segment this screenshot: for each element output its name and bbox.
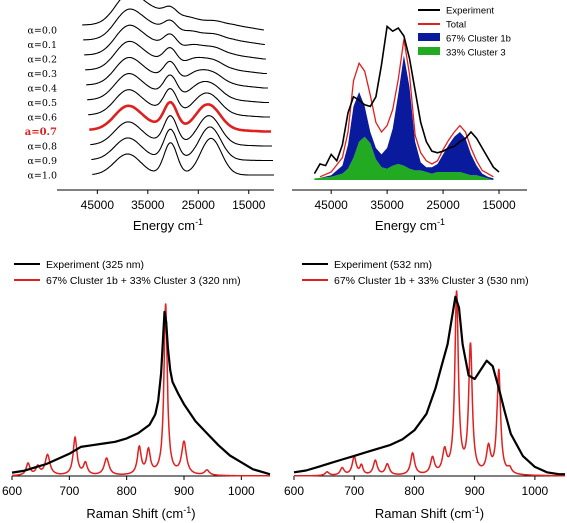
stacked-alpha-panel: 45000 35000 25000 15000 Energy cm-1 α=0.0 α=0.…: [25, 0, 274, 233]
legend-label: Experiment: [446, 6, 494, 17]
x-axis-label-text: Energy cm: [375, 218, 437, 233]
alpha-label: α=0.3: [28, 69, 57, 80]
alpha-curve: [87, 73, 269, 104]
alpha-curve: [85, 40, 267, 75]
absorption-panel: 45000 35000 25000 15000 Energy cm-1 Experimen…: [292, 6, 527, 233]
x-tick-label: 900: [174, 484, 194, 498]
alpha-label: α=0.4: [28, 84, 57, 95]
alpha-label: α=0.8: [28, 142, 57, 153]
legend-label: Experiment (325 nm): [46, 259, 144, 271]
experiment-spectrum: [293, 295, 565, 476]
alpha-curve: [91, 126, 273, 162]
x-tick-label: 800: [117, 484, 137, 498]
alpha-curve: [90, 115, 272, 147]
x-axis-label-text: Raman Shift (cm: [375, 506, 472, 521]
alpha-curve: [92, 137, 274, 176]
legend-label: 67% Cluster 1b + 33% Cluster 3 (530 nm): [334, 275, 529, 287]
alpha-label: α=0.1: [28, 40, 57, 51]
alpha-curve: [84, 24, 266, 60]
x-tick-label: 600: [2, 484, 22, 498]
alpha-curve: [88, 88, 270, 118]
cluster1b-area: [320, 55, 494, 181]
calculated-spectrum: [294, 290, 565, 477]
x-tick-label: 45000: [314, 198, 348, 212]
legend-label: 67% Cluster 1b + 33% Cluster 3 (320 nm): [46, 275, 241, 287]
x-tick-label: 25000: [182, 198, 216, 212]
legend-label: Total: [446, 20, 466, 31]
x-tick-label: 15000: [232, 198, 266, 212]
legend: Experiment (532 nm) 67% Cluster 1b + 33% …: [302, 259, 529, 287]
x-axis-label-end: ): [480, 506, 484, 521]
x-axis-label-superscript: -1: [472, 505, 480, 515]
legend-label: 67% Cluster 1b: [446, 34, 511, 45]
legend: Experiment Total 67% Cluster 1b 33% Cluster…: [418, 6, 511, 59]
legend-label: 33% Cluster 3: [446, 48, 506, 59]
alpha-label: α=0.9: [28, 156, 57, 167]
calculated-spectrum: [12, 303, 270, 477]
x-tick-label: 15000: [482, 198, 516, 212]
x-tick-label: 700: [59, 484, 79, 498]
x-tick-label: 700: [344, 484, 364, 498]
x-axis-label: Energy cm-1: [133, 217, 203, 233]
alpha-curve: [89, 100, 271, 133]
cluster3-area: [314, 136, 494, 180]
x-tick-label: 45000: [81, 198, 115, 212]
raman-325-panel: 600 700 800 900 1000 Raman Shift (cm-1) Experi…: [2, 259, 271, 521]
x-axis-label: Raman Shift (cm-1): [86, 505, 195, 521]
x-tick-label: 1000: [522, 484, 549, 498]
alpha-label: α=1.0: [28, 171, 57, 182]
legend: Experiment (325 nm) 67% Cluster 1b + 33% …: [14, 259, 241, 287]
x-tick-label: 35000: [370, 198, 404, 212]
x-axis-label-end: ): [191, 506, 195, 521]
alpha-label: α=0.5: [28, 98, 57, 109]
legend-label: Experiment (532 nm): [334, 259, 432, 271]
x-tick-label: 600: [284, 484, 304, 498]
x-tick-label: 35000: [131, 198, 165, 212]
raman-532-panel: 600 700 800 900 1000 Raman Shift (cm-1) Experi…: [284, 259, 565, 521]
x-axis-label-text: Energy cm: [133, 218, 195, 233]
experiment-spectrum: [11, 310, 271, 476]
alpha-label: α=0.2: [28, 55, 57, 66]
alpha-label: a=0.7: [25, 127, 57, 138]
legend-swatch: [418, 33, 440, 41]
alpha-curve: [86, 56, 268, 89]
x-axis-label-text: Raman Shift (cm: [86, 506, 183, 521]
x-tick-label: 1000: [228, 484, 255, 498]
x-tick-label: 25000: [426, 198, 460, 212]
x-axis-label-superscript: -1: [195, 217, 203, 227]
x-axis-label: Raman Shift (cm-1): [375, 505, 484, 521]
legend-swatch: [418, 47, 440, 55]
alpha-label: α=0.0: [28, 26, 57, 37]
alpha-curve: [83, 8, 265, 46]
x-axis-label: Energy cm-1: [375, 217, 445, 233]
x-tick-label: 800: [404, 484, 424, 498]
total-line: [319, 39, 494, 178]
x-axis-label-superscript: -1: [437, 217, 445, 227]
experiment-line: [313, 24, 500, 175]
alpha-label: α=0.6: [28, 113, 57, 124]
x-axis-label-superscript: -1: [183, 505, 191, 515]
alpha-curve: [82, 0, 265, 31]
x-tick-label: 900: [465, 484, 485, 498]
